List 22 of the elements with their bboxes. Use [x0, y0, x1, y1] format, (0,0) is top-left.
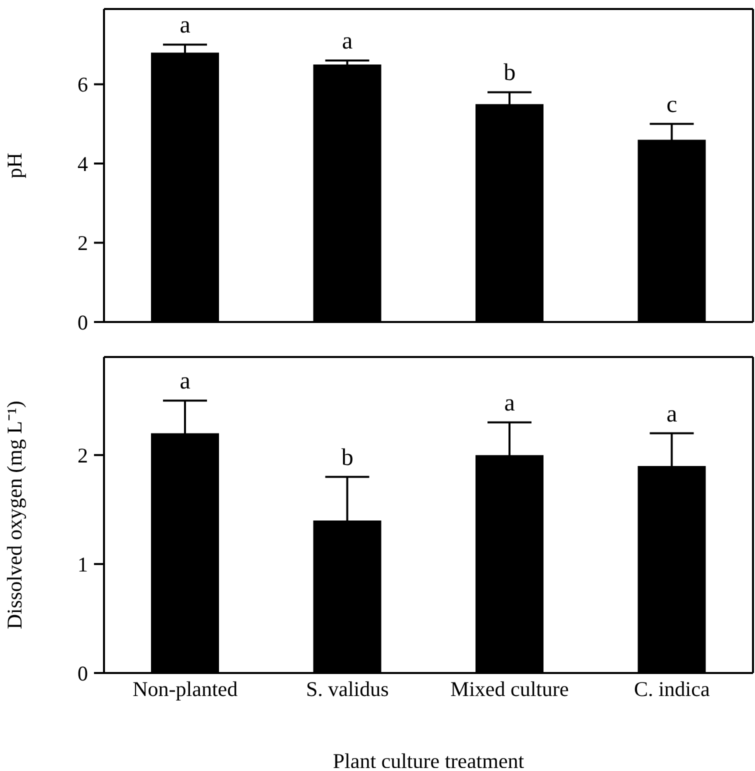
y-axis-title: Dissolved oxygen (mg L⁻¹)	[2, 400, 26, 630]
annotation: c	[666, 92, 678, 118]
y-tick-label: 0	[78, 310, 88, 334]
annotation: b	[341, 444, 354, 471]
y-tick-label: 6	[78, 72, 88, 97]
x-axis-title: Plant culture treatment	[332, 749, 524, 771]
y-tick-label: 1	[78, 552, 88, 576]
annotation: b	[504, 60, 516, 86]
y-tick-label: 4	[78, 152, 88, 176]
y-tick-label: 2	[78, 444, 88, 468]
y-tick-label: 0	[78, 661, 88, 686]
x-tick-label: S. validus	[306, 676, 389, 701]
annotation: a	[180, 12, 191, 39]
annotation: a	[180, 368, 191, 395]
annotation: a	[342, 28, 354, 55]
annotation: a	[504, 390, 516, 416]
y-tick-label: 2	[78, 231, 88, 256]
x-tick-label: Mixed culture	[450, 676, 569, 701]
annotation: a	[666, 401, 678, 428]
y-axis-title: pH	[2, 152, 26, 178]
x-tick-label: Non-planted	[132, 676, 238, 701]
x-tick-label: C. indica	[634, 676, 710, 701]
